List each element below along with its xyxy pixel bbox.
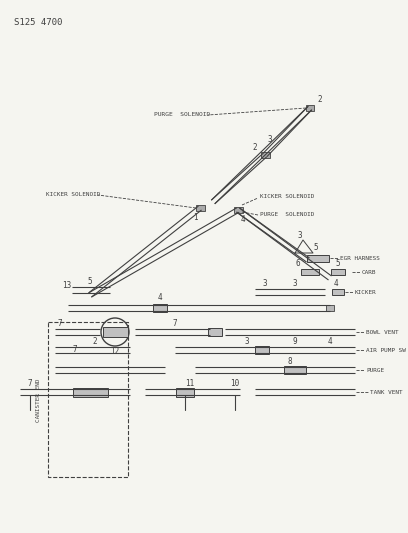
Text: 3: 3 [298, 231, 302, 240]
Bar [73, 387, 107, 397]
Text: 3: 3 [268, 134, 272, 143]
Text: 2: 2 [318, 95, 322, 104]
Text: AIR PUMP SW: AIR PUMP SW [366, 348, 406, 352]
Text: 4: 4 [328, 336, 332, 345]
Bar [331, 269, 345, 275]
Text: 3: 3 [293, 279, 297, 288]
Bar [284, 366, 306, 374]
Text: PURGE: PURGE [366, 367, 384, 373]
Text: CANISTER END: CANISTER END [35, 378, 40, 422]
Text: S125 4700: S125 4700 [14, 18, 62, 27]
Text: 2: 2 [253, 142, 257, 151]
Bar [48, 322, 128, 477]
Bar [301, 269, 319, 275]
Bar [208, 328, 222, 336]
Text: 5: 5 [88, 277, 92, 286]
Bar [176, 387, 194, 397]
Bar [260, 152, 270, 158]
Text: TANK VENT: TANK VENT [370, 390, 403, 394]
Bar [307, 254, 329, 262]
Text: 12: 12 [111, 348, 120, 357]
Text: CARB: CARB [362, 270, 377, 274]
Bar [306, 105, 314, 111]
Text: 7: 7 [28, 379, 32, 389]
Text: PURGE  SOLENOID: PURGE SOLENOID [260, 213, 315, 217]
Text: PURGE  SOLENOID: PURGE SOLENOID [154, 112, 210, 117]
Text: KICKER: KICKER [355, 289, 377, 295]
Bar [195, 205, 204, 211]
Text: KICKER SOLENOID: KICKER SOLENOID [260, 193, 315, 198]
Text: 2: 2 [93, 336, 98, 345]
Text: 3: 3 [245, 336, 249, 345]
Text: 7: 7 [173, 319, 177, 327]
Bar [326, 305, 334, 311]
Text: 11: 11 [185, 378, 195, 387]
Bar [332, 289, 344, 295]
Text: 3: 3 [263, 279, 267, 288]
Bar [102, 327, 127, 337]
Text: 4: 4 [241, 215, 245, 224]
Text: 10: 10 [231, 378, 239, 387]
Bar [153, 304, 167, 312]
Text: BOWL VENT: BOWL VENT [366, 329, 399, 335]
Text: 7: 7 [73, 345, 77, 354]
Bar [233, 207, 242, 213]
Text: 5: 5 [336, 259, 340, 268]
Text: EGR HARNESS: EGR HARNESS [340, 255, 380, 261]
Text: 13: 13 [62, 281, 72, 290]
Text: 5: 5 [314, 244, 318, 253]
Text: 9: 9 [293, 336, 297, 345]
Text: 4: 4 [334, 279, 338, 287]
Text: KICKER SOLENOID: KICKER SOLENOID [46, 192, 100, 198]
Text: 6: 6 [296, 260, 300, 269]
Text: 7: 7 [58, 319, 62, 328]
Bar [255, 346, 269, 354]
Text: 8: 8 [288, 357, 292, 366]
Text: 1: 1 [193, 214, 197, 222]
Text: 4: 4 [157, 294, 162, 303]
